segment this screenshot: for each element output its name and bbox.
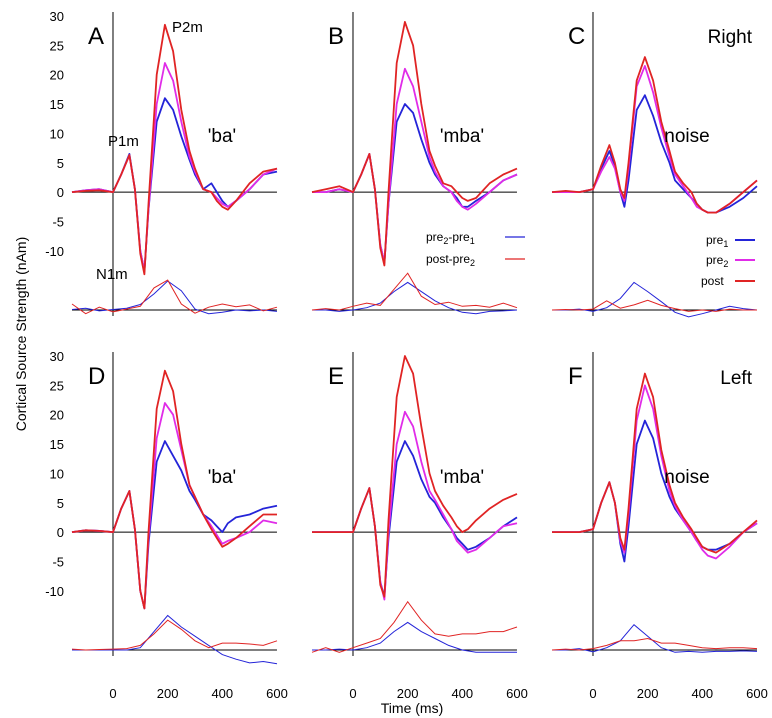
panel-b: B 'mba'	[311, 12, 518, 316]
panel-d-letter: D	[88, 363, 105, 390]
panel-d-y-tick-label: 15	[50, 437, 64, 452]
panel-a-y-tick-label: 25	[50, 38, 64, 53]
panel-d-y-tick-label: 30	[50, 349, 64, 364]
panel-a-y-tick-label: 5	[57, 156, 64, 171]
panel-a-y-tick-label: -5	[52, 214, 64, 229]
panel-e-letter: E	[328, 363, 344, 390]
panel-e-trace-pre2	[312, 410, 518, 601]
panel-d-x-tick-label: 400	[211, 686, 233, 701]
panel-d-y-tick-label: 20	[50, 408, 64, 423]
panel-a-trace-pre1	[71, 97, 278, 273]
panel-d-difference-d2	[71, 619, 278, 651]
panel-e-x-tick-label: 600	[506, 686, 528, 701]
panel-b-trace-pre2	[312, 67, 518, 264]
x-axis-title: Time (ms)	[381, 700, 443, 716]
panel-f-x-tick-label: 400	[691, 686, 713, 701]
panel-a-y-tick-label: 15	[50, 97, 64, 112]
panel-d-trace-post	[71, 369, 277, 610]
panel-d-trace-pre2	[71, 402, 278, 610]
panel-a-y-tick-label: 30	[50, 9, 64, 24]
panel-c-letter: C	[568, 23, 585, 50]
panel-b-letter: B	[328, 23, 344, 50]
panel-b-trace-pre1	[312, 103, 518, 264]
legend-sessions: pre1 pre2 post	[701, 233, 755, 288]
component-label-p1m: P1m	[108, 133, 139, 150]
legend-label-post: post	[701, 274, 724, 288]
panel-e-condition-label: 'mba'	[440, 467, 484, 488]
panel-c-difference-d2	[551, 299, 757, 312]
component-label-p2m: P2m	[172, 19, 203, 36]
legend-label-pre2: pre2	[706, 253, 728, 269]
panel-a-difference-d1	[71, 280, 278, 315]
hemisphere-label-right: Right	[708, 27, 753, 48]
panel-d: 30 25 20 15 10 5 0 -5 -10 0 200 400 600 D 'ba'	[45, 349, 288, 701]
panel-f-x-tick-label: 200	[637, 686, 659, 701]
panel-f-trace-post	[552, 372, 758, 554]
panel-f-x-tick-label: 0	[589, 686, 596, 701]
panel-f-trace-pre1	[552, 419, 758, 563]
panel-f-letter: F	[568, 363, 583, 390]
legend-difference: pre2-pre1 post-pre2	[426, 230, 525, 268]
panel-a-difference-d2	[71, 279, 278, 315]
panel-b-difference-d2	[311, 272, 518, 311]
panel-a-trace-pre2	[71, 62, 278, 273]
panel-a-y-tick-label: 20	[50, 68, 64, 83]
panel-d-condition-label: 'ba'	[208, 467, 236, 488]
panel-a-letter: A	[88, 23, 104, 50]
hemisphere-label-left: Left	[720, 368, 752, 389]
panel-c-trace-post	[551, 56, 758, 214]
panel-c-trace-pre1	[552, 94, 758, 214]
panel-e-x-tick-label: 400	[451, 686, 473, 701]
panel-e-trace-post	[312, 355, 518, 598]
panel-d-x-tick-label: 0	[109, 686, 116, 701]
panel-d-y-tick-label: 10	[50, 466, 64, 481]
panel-f-condition-label: noise	[664, 467, 709, 488]
panel-d-y-tick-label: 25	[50, 378, 64, 393]
panel-e: 0 200 400 600 E 'mba'	[311, 352, 528, 701]
panel-d-y-tick-label: -5	[52, 554, 64, 569]
panel-b-condition-label: 'mba'	[440, 126, 484, 147]
panel-e-difference-d1	[312, 621, 517, 653]
panel-d-trace-pre1	[71, 440, 278, 610]
panel-d-y-tick-label: 0	[57, 525, 64, 540]
panel-d-difference-d1	[72, 614, 278, 665]
panel-d-y-tick-label: 5	[57, 496, 64, 511]
legend-label-pre2-pre1: pre2-pre1	[426, 230, 475, 246]
component-label-n1m: N1m	[96, 266, 128, 283]
panel-f-x-tick-label: 600	[746, 686, 768, 701]
legend-label-post-pre2: post-pre2	[426, 252, 475, 268]
legend-label-pre1: pre1	[706, 233, 728, 249]
panel-a-trace-post	[71, 23, 278, 276]
panel-a-y-tick-label: 0	[57, 185, 64, 200]
panel-a-y-tick-label: 10	[50, 126, 64, 141]
panel-e-difference-d2	[311, 600, 518, 653]
panel-e-trace-pre1	[312, 440, 518, 598]
y-axis-title: Cortical Source Strength (nAm)	[13, 237, 29, 432]
panel-e-x-tick-label: 0	[349, 686, 356, 701]
panel-b-trace-post	[311, 21, 518, 267]
panel-d-y-tick-label: -10	[45, 584, 64, 599]
panel-b-difference-d1	[312, 281, 518, 315]
panel-a-y-tick-label: -10	[45, 244, 64, 259]
panel-a-condition-label: 'ba'	[208, 126, 236, 147]
panel-d-x-tick-label: 200	[157, 686, 179, 701]
panel-a: 30 25 20 15 10 5 0 -5 -10 A 'ba'	[45, 9, 278, 316]
panel-c-condition-label: noise	[664, 126, 709, 147]
panel-c-difference-d1	[552, 281, 758, 318]
panel-f-difference-d1	[552, 623, 758, 653]
panel-e-x-tick-label: 200	[397, 686, 419, 701]
panel-d-x-tick-label: 600	[266, 686, 288, 701]
panel-f-difference-d2	[551, 637, 758, 651]
